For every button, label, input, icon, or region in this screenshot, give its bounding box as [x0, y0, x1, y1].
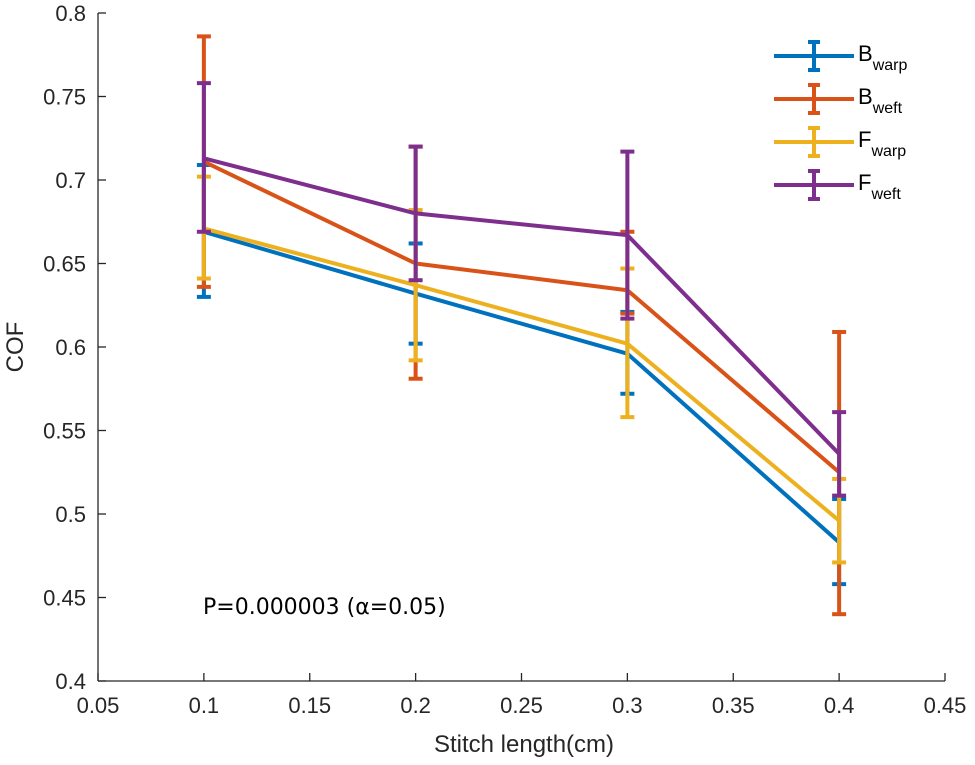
x-tick-label: 0.25 — [500, 693, 543, 718]
axes: 0.05 0.1 0.15 0.2 0.25 0.3 0.35 0.4 0.45 0.4 0.45 0… — [43, 1, 966, 718]
legend-label-sub: weft — [870, 186, 901, 203]
legend-label-sub: warp — [870, 143, 906, 160]
y-axis-title: COF — [2, 322, 29, 373]
series-line — [203, 159, 841, 474]
x-tick-label: 0.05 — [77, 693, 120, 718]
series-line — [203, 229, 841, 544]
legend-item: Fwarp — [774, 126, 906, 160]
legend-label-main: B — [858, 41, 873, 66]
series-Fwarp — [196, 174, 847, 565]
y-tick-label: 0.4 — [55, 669, 86, 694]
series-layer — [196, 34, 847, 617]
y-tick-label: 0.7 — [55, 168, 86, 193]
x-tick-label: 0.15 — [288, 693, 331, 718]
y-tick-label: 0.45 — [43, 586, 86, 611]
y-tick-label: 0.5 — [55, 502, 86, 527]
y-tick-label: 0.65 — [43, 252, 86, 277]
legend-label: Fweft — [858, 170, 901, 203]
legend-label-main: F — [858, 170, 871, 195]
legend-label-main: F — [858, 127, 871, 152]
legend-label-sub: warp — [872, 57, 908, 74]
legend-item: Bweft — [774, 83, 903, 117]
y-tick-label: 0.6 — [55, 335, 86, 360]
legend-label: Fwarp — [858, 127, 906, 160]
x-tick-label: 0.4 — [824, 693, 855, 718]
x-axis-title: Stitch length(cm) — [434, 731, 614, 758]
series-line — [203, 226, 841, 523]
y-tick-label: 0.55 — [43, 419, 86, 444]
series-line — [203, 156, 841, 456]
series-Bwarp — [196, 162, 847, 587]
legend-label: Bwarp — [858, 41, 907, 74]
series-Fweft — [196, 81, 847, 498]
x-tick-label: 0.1 — [189, 693, 220, 718]
x-tick-label: 0.45 — [924, 693, 967, 718]
y-tick-label: 0.8 — [55, 1, 86, 26]
x-tick-label: 0.3 — [612, 693, 643, 718]
legend-label-main: B — [858, 84, 873, 109]
legend-item: Bwarp — [774, 40, 907, 74]
p-value-annotation: P=0.000003 (α=0.05) — [203, 595, 446, 620]
legend-label-sub: weft — [872, 100, 903, 117]
y-tick-label: 0.75 — [43, 85, 86, 110]
legend-item: Fweft — [774, 169, 901, 203]
x-tick-label: 0.2 — [400, 693, 431, 718]
x-tick-label: 0.35 — [712, 693, 755, 718]
legend-label: Bweft — [858, 84, 903, 117]
